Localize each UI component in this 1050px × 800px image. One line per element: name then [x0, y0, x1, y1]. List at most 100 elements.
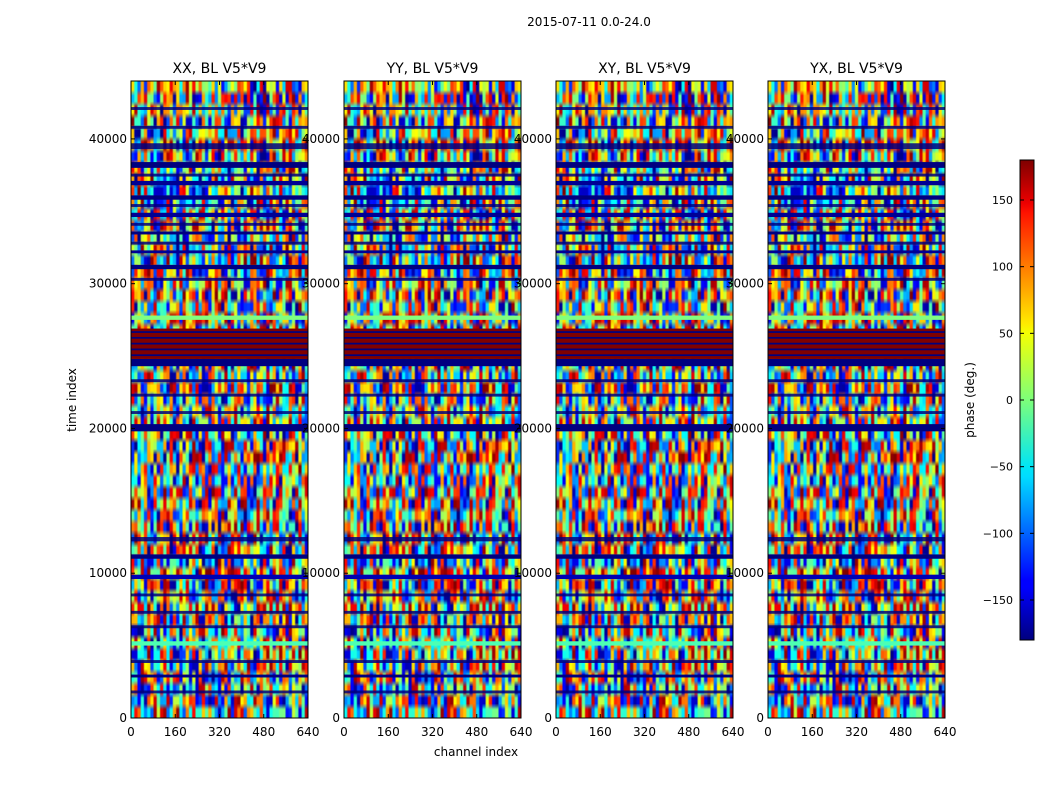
phase-band	[344, 315, 521, 320]
x-axis-label: channel index	[434, 745, 518, 759]
x-tick-label: 160	[801, 725, 824, 739]
phase-stripe	[131, 393, 308, 397]
phase-stripe	[556, 173, 733, 177]
phase-stripe	[768, 660, 945, 663]
phase-stripe	[556, 610, 733, 614]
phase-stripe	[131, 660, 308, 663]
phase-band	[768, 264, 945, 270]
phase-stripe	[131, 537, 308, 542]
panel-title: XX, BL V5*V9	[173, 61, 267, 77]
y-tick-label: 40000	[89, 132, 127, 146]
phase-stripe	[556, 379, 733, 383]
phase-stripe	[344, 411, 521, 414]
phase-stripe	[131, 348, 308, 351]
x-tick-label: 160	[164, 725, 187, 739]
phase-stripe	[344, 537, 521, 542]
phase-stripe	[768, 379, 945, 383]
phase-band	[768, 574, 945, 580]
phase-band	[556, 212, 733, 218]
phase-band	[556, 162, 733, 168]
phase-band	[131, 641, 308, 646]
x-tick-label: 480	[252, 725, 275, 739]
panel-xx: XX, BL V5*V9 0 160 320 480 640 0 10000 20000 3000…	[89, 61, 320, 739]
phase-band	[344, 641, 521, 646]
y-tick-label: 10000	[726, 566, 764, 580]
y-tick-label: 10000	[302, 566, 340, 580]
phase-stripe	[131, 379, 308, 383]
y-tick-label: 30000	[514, 277, 552, 291]
phase-band	[556, 641, 733, 646]
colorbar-tick-label: 50	[999, 327, 1013, 340]
phase-band	[131, 554, 308, 559]
phase-stripe	[344, 336, 521, 339]
phase-band	[131, 180, 308, 186]
phase-stripe	[768, 204, 945, 207]
phase-stripe	[768, 537, 945, 542]
phase-stripe	[344, 690, 521, 694]
phase-stripe	[768, 411, 945, 414]
phase-band	[768, 250, 945, 254]
x-tick-label: 160	[589, 725, 612, 739]
phase-band	[556, 358, 733, 367]
phase-stripe	[768, 277, 945, 281]
phase-stripe	[556, 222, 733, 226]
phase-stripe	[768, 610, 945, 614]
phase-band	[768, 180, 945, 186]
phase-stripe	[344, 379, 521, 383]
phase-band	[131, 674, 308, 678]
panel-title: YX, BL V5*V9	[809, 61, 903, 77]
phase-stripe	[344, 610, 521, 614]
x-tick-label: 480	[889, 725, 912, 739]
phase-stripe	[344, 354, 521, 357]
phase-stripe	[768, 625, 945, 629]
y-tick-label: 40000	[514, 132, 552, 146]
panel-yx: YX, BL V5*V9 0 160 320 480 640 0 10000 20000 3000…	[726, 61, 957, 739]
phase-band	[768, 315, 945, 320]
phase-stripe	[556, 342, 733, 345]
y-tick-label: 40000	[302, 132, 340, 146]
phase-band	[768, 674, 945, 678]
panel-title: YY, BL V5*V9	[386, 61, 479, 77]
x-tick-label: 0	[764, 725, 772, 739]
phase-band	[768, 195, 945, 200]
phase-band	[768, 641, 945, 646]
phase-stripe	[556, 331, 733, 333]
phase-stripe	[344, 125, 521, 129]
phase-stripe	[556, 690, 733, 694]
phase-stripe	[556, 393, 733, 397]
phase-stripe	[131, 125, 308, 129]
phase-band	[556, 264, 733, 270]
phase-band	[131, 315, 308, 320]
phase-stripe	[556, 660, 733, 663]
panel-yy: YY, BL V5*V9 0 160 320 480 640 0 10000 20000 3000…	[302, 61, 533, 739]
y-axis-label: time index	[65, 368, 79, 432]
x-tick-label: 320	[421, 725, 444, 739]
phase-stripe	[344, 393, 521, 397]
phase-stripe	[556, 241, 733, 245]
y-tick-label: 40000	[726, 132, 764, 146]
phase-stripe	[344, 660, 521, 663]
phase-stripe	[768, 348, 945, 351]
phase-band	[556, 554, 733, 559]
phase-heatmap-yx	[768, 81, 945, 718]
phase-stripe	[131, 173, 308, 177]
phase-band	[344, 195, 521, 200]
phase-stripe	[556, 107, 733, 110]
colorbar-ticks: −150 −100 −50 0 50 100 150	[983, 194, 1034, 607]
phase-stripe	[344, 143, 521, 150]
y-tick-label: 0	[544, 711, 552, 725]
colorbar-tick-label: 100	[992, 261, 1013, 274]
phase-stripe	[344, 348, 521, 351]
phase-stripe	[131, 222, 308, 226]
phase-band	[344, 250, 521, 254]
y-tick-label: 0	[119, 711, 127, 725]
x-tick-label: 320	[208, 725, 231, 739]
phase-stripe	[556, 593, 733, 597]
y-tick-label: 20000	[726, 421, 764, 435]
phase-stripe	[344, 107, 521, 110]
phase-band	[131, 212, 308, 218]
phase-band	[556, 180, 733, 186]
phase-stripe	[768, 173, 945, 177]
phase-stripe	[131, 143, 308, 150]
phase-band	[556, 195, 733, 200]
